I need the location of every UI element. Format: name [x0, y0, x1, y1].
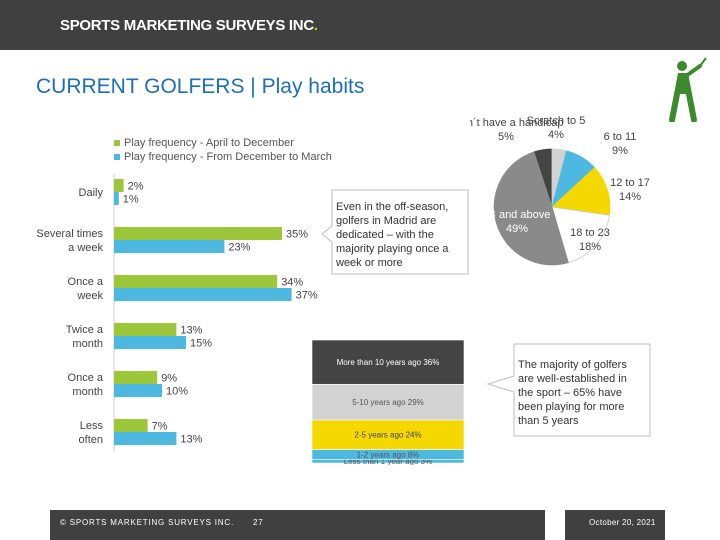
legend-swatch-green: [114, 140, 120, 146]
pie-label-18-to-23: 18 to 23 18%: [570, 227, 610, 253]
legend-swatch-blue: [114, 154, 120, 160]
category-label-less-often: Less: [80, 420, 104, 432]
stack-segment-5-10-years-ago: [312, 383, 464, 421]
footer-date: October 20, 2021: [589, 518, 656, 527]
pie-value-12-to-17: 14%: [619, 191, 641, 203]
bar-value-daily-0: 2%: [128, 181, 144, 193]
footer-mid-block: 27: [245, 510, 545, 540]
category-label-several-times-a-week: Several times: [36, 228, 103, 240]
brand-dot: .: [313, 17, 318, 34]
category-label-twice-a-month: month: [72, 338, 103, 350]
bar-value-several-times-a-week-0: 35%: [286, 229, 308, 241]
brand-logo: SPORTS MARKETING SURVEYS INC.: [60, 17, 318, 34]
pie-label-text-scratch-to-5: Scratch to 5: [527, 115, 586, 127]
pie-label-12-to-17: 12 to 17 14%: [610, 177, 650, 203]
bar-daily-dec-march: [114, 192, 119, 205]
category-label-once-a-week: Once a: [68, 276, 104, 288]
category-label-once-a-week: week: [76, 290, 103, 302]
bar-value-once-a-week-0: 34%: [281, 277, 303, 289]
pie-value-scratch-to-5: 4%: [548, 129, 564, 141]
years-playing-stacked-bar: Less than 1 year ago 3%1-2 years ago 8% 2…: [312, 340, 464, 465]
bar-twice-a-month-dec-march: [114, 336, 186, 349]
bar-once-a-month-april-dec: [114, 371, 158, 384]
bar-less-often-april-dec: [114, 419, 148, 432]
bar-value-once-a-week-1: 37%: [296, 290, 318, 302]
bar-daily-april-dec: [114, 179, 124, 192]
top-banner: SPORTS MARKETING SURVEYS INC.: [0, 0, 720, 50]
bar-value-less-often-1: 13%: [180, 434, 202, 446]
legend-label-winter: Play frequency - From December to March: [124, 151, 332, 163]
bar-value-several-times-a-week-1: 23%: [228, 242, 250, 254]
legend-item-april: Play frequency - April to December: [114, 136, 332, 150]
bar-once-a-week-dec-march: [114, 288, 292, 301]
handicap-pie-chart: I don´t have a handicap 5% Scratch to 5 4% 6…: [470, 115, 650, 266]
bar-once-a-week-april-dec: [114, 275, 278, 288]
golfer-icon: [669, 57, 707, 122]
bar-value-once-a-month-0: 9%: [161, 373, 177, 385]
stack-label-2-5-years-ago: 2-5 years ago 24%: [354, 431, 421, 440]
category-label-several-times-a-week: a week: [68, 242, 103, 254]
stack-label-less-than-1-year-ago: Less than 1 year ago 3%: [344, 457, 433, 465]
category-label-daily: Daily: [79, 187, 104, 199]
category-label-twice-a-month: Twice a: [66, 324, 104, 336]
bar-several-times-a-week-april-dec: [114, 227, 282, 240]
pie-value-6-to-11: 9%: [612, 145, 628, 157]
footer-right-block: October 20, 2021: [565, 510, 665, 540]
established-callout: The majority of golfers are well-establi…: [484, 340, 654, 440]
pie-value-i-don-t-have-a-handicap: 5%: [498, 131, 514, 143]
bar-value-twice-a-month-0: 13%: [180, 325, 202, 337]
category-label-once-a-month: month: [72, 386, 103, 398]
stack-segment-more-than-10-years-ago: [312, 340, 464, 385]
brand-name: SPORTS MARKETING SURVEYS INC: [60, 17, 314, 34]
pie-value-18-to-23: 18%: [579, 241, 601, 253]
pie-label-text-6-to-11: 6 to 11: [604, 131, 637, 143]
category-label-once-a-month: Once a: [68, 372, 104, 384]
footer-page-number: 27: [253, 518, 264, 527]
pie-label-6-to-11: 6 to 11 9%: [604, 131, 637, 157]
established-callout-text: The majority of golfers are well-establi…: [518, 359, 627, 427]
footer: © SPORTS MARKETING SURVEYS INC. 27 Octob…: [0, 510, 720, 540]
pie-label-24-and-above: 24 and above 49%: [484, 209, 551, 235]
legend-item-winter: Play frequency - From December to March: [114, 150, 332, 164]
footer-copyright: © SPORTS MARKETING SURVEYS INC.: [60, 518, 234, 527]
pie-slice-12-to-17: [551, 167, 611, 216]
pie-slice-18-to-23: [551, 206, 610, 264]
category-label-less-often: often: [79, 434, 103, 446]
pie-label-text-18-to-23: 18 to 23: [570, 227, 610, 239]
bar-twice-a-month-april-dec: [114, 323, 177, 336]
stack-label-more-than-10-years-ago: More than 10 years ago 36%: [337, 358, 440, 367]
offseason-callout: Even in the off-season, golfers in Madri…: [318, 186, 472, 278]
bar-value-daily-1: 1%: [123, 194, 139, 206]
bar-once-a-month-dec-march: [114, 384, 162, 397]
pie-label-i-don-t-have-a-handicap: I don´t have a handicap 5%: [470, 117, 563, 143]
stack-segment-2-5-years-ago: [312, 419, 464, 450]
offseason-callout-text: Even in the off-season, golfers in Madri…: [336, 201, 449, 269]
pie-label-text-24-and-above: 24 and above: [484, 209, 551, 221]
bar-legend: Play frequency - April to December Play …: [114, 136, 332, 164]
pie-value-24-and-above: 49%: [506, 223, 528, 235]
page-title: CURRENT GOLFERS | Play habits: [36, 75, 365, 98]
bar-several-times-a-week-dec-march: [114, 240, 225, 253]
bar-less-often-dec-march: [114, 432, 177, 445]
footer-left-block: © SPORTS MARKETING SURVEYS INC.: [50, 510, 245, 540]
pie-label-text-i-don-t-have-a-handicap: I don´t have a handicap: [470, 117, 563, 129]
bar-value-less-often-0: 7%: [152, 421, 168, 433]
pie-label-scratch-to-5: Scratch to 5 4%: [527, 115, 586, 141]
bar-value-once-a-month-1: 10%: [166, 386, 188, 398]
bar-value-twice-a-month-1: 15%: [190, 338, 212, 350]
pie-slice-24-and-above: [493, 151, 569, 266]
pie-label-text-12-to-17: 12 to 17: [610, 177, 650, 189]
legend-label-april: Play frequency - April to December: [124, 137, 294, 149]
callout-bubble-2: [486, 343, 651, 437]
stack-label-1-2-years-ago: 1-2 years ago 8%: [357, 450, 420, 459]
play-frequency-bar-chart: Daily 2%1% Several times a week 35% 23% Once a…: [36, 174, 318, 452]
stack-label-5-10-years-ago: 5-10 years ago 29%: [352, 398, 424, 407]
callout-bubble: [321, 189, 469, 275]
